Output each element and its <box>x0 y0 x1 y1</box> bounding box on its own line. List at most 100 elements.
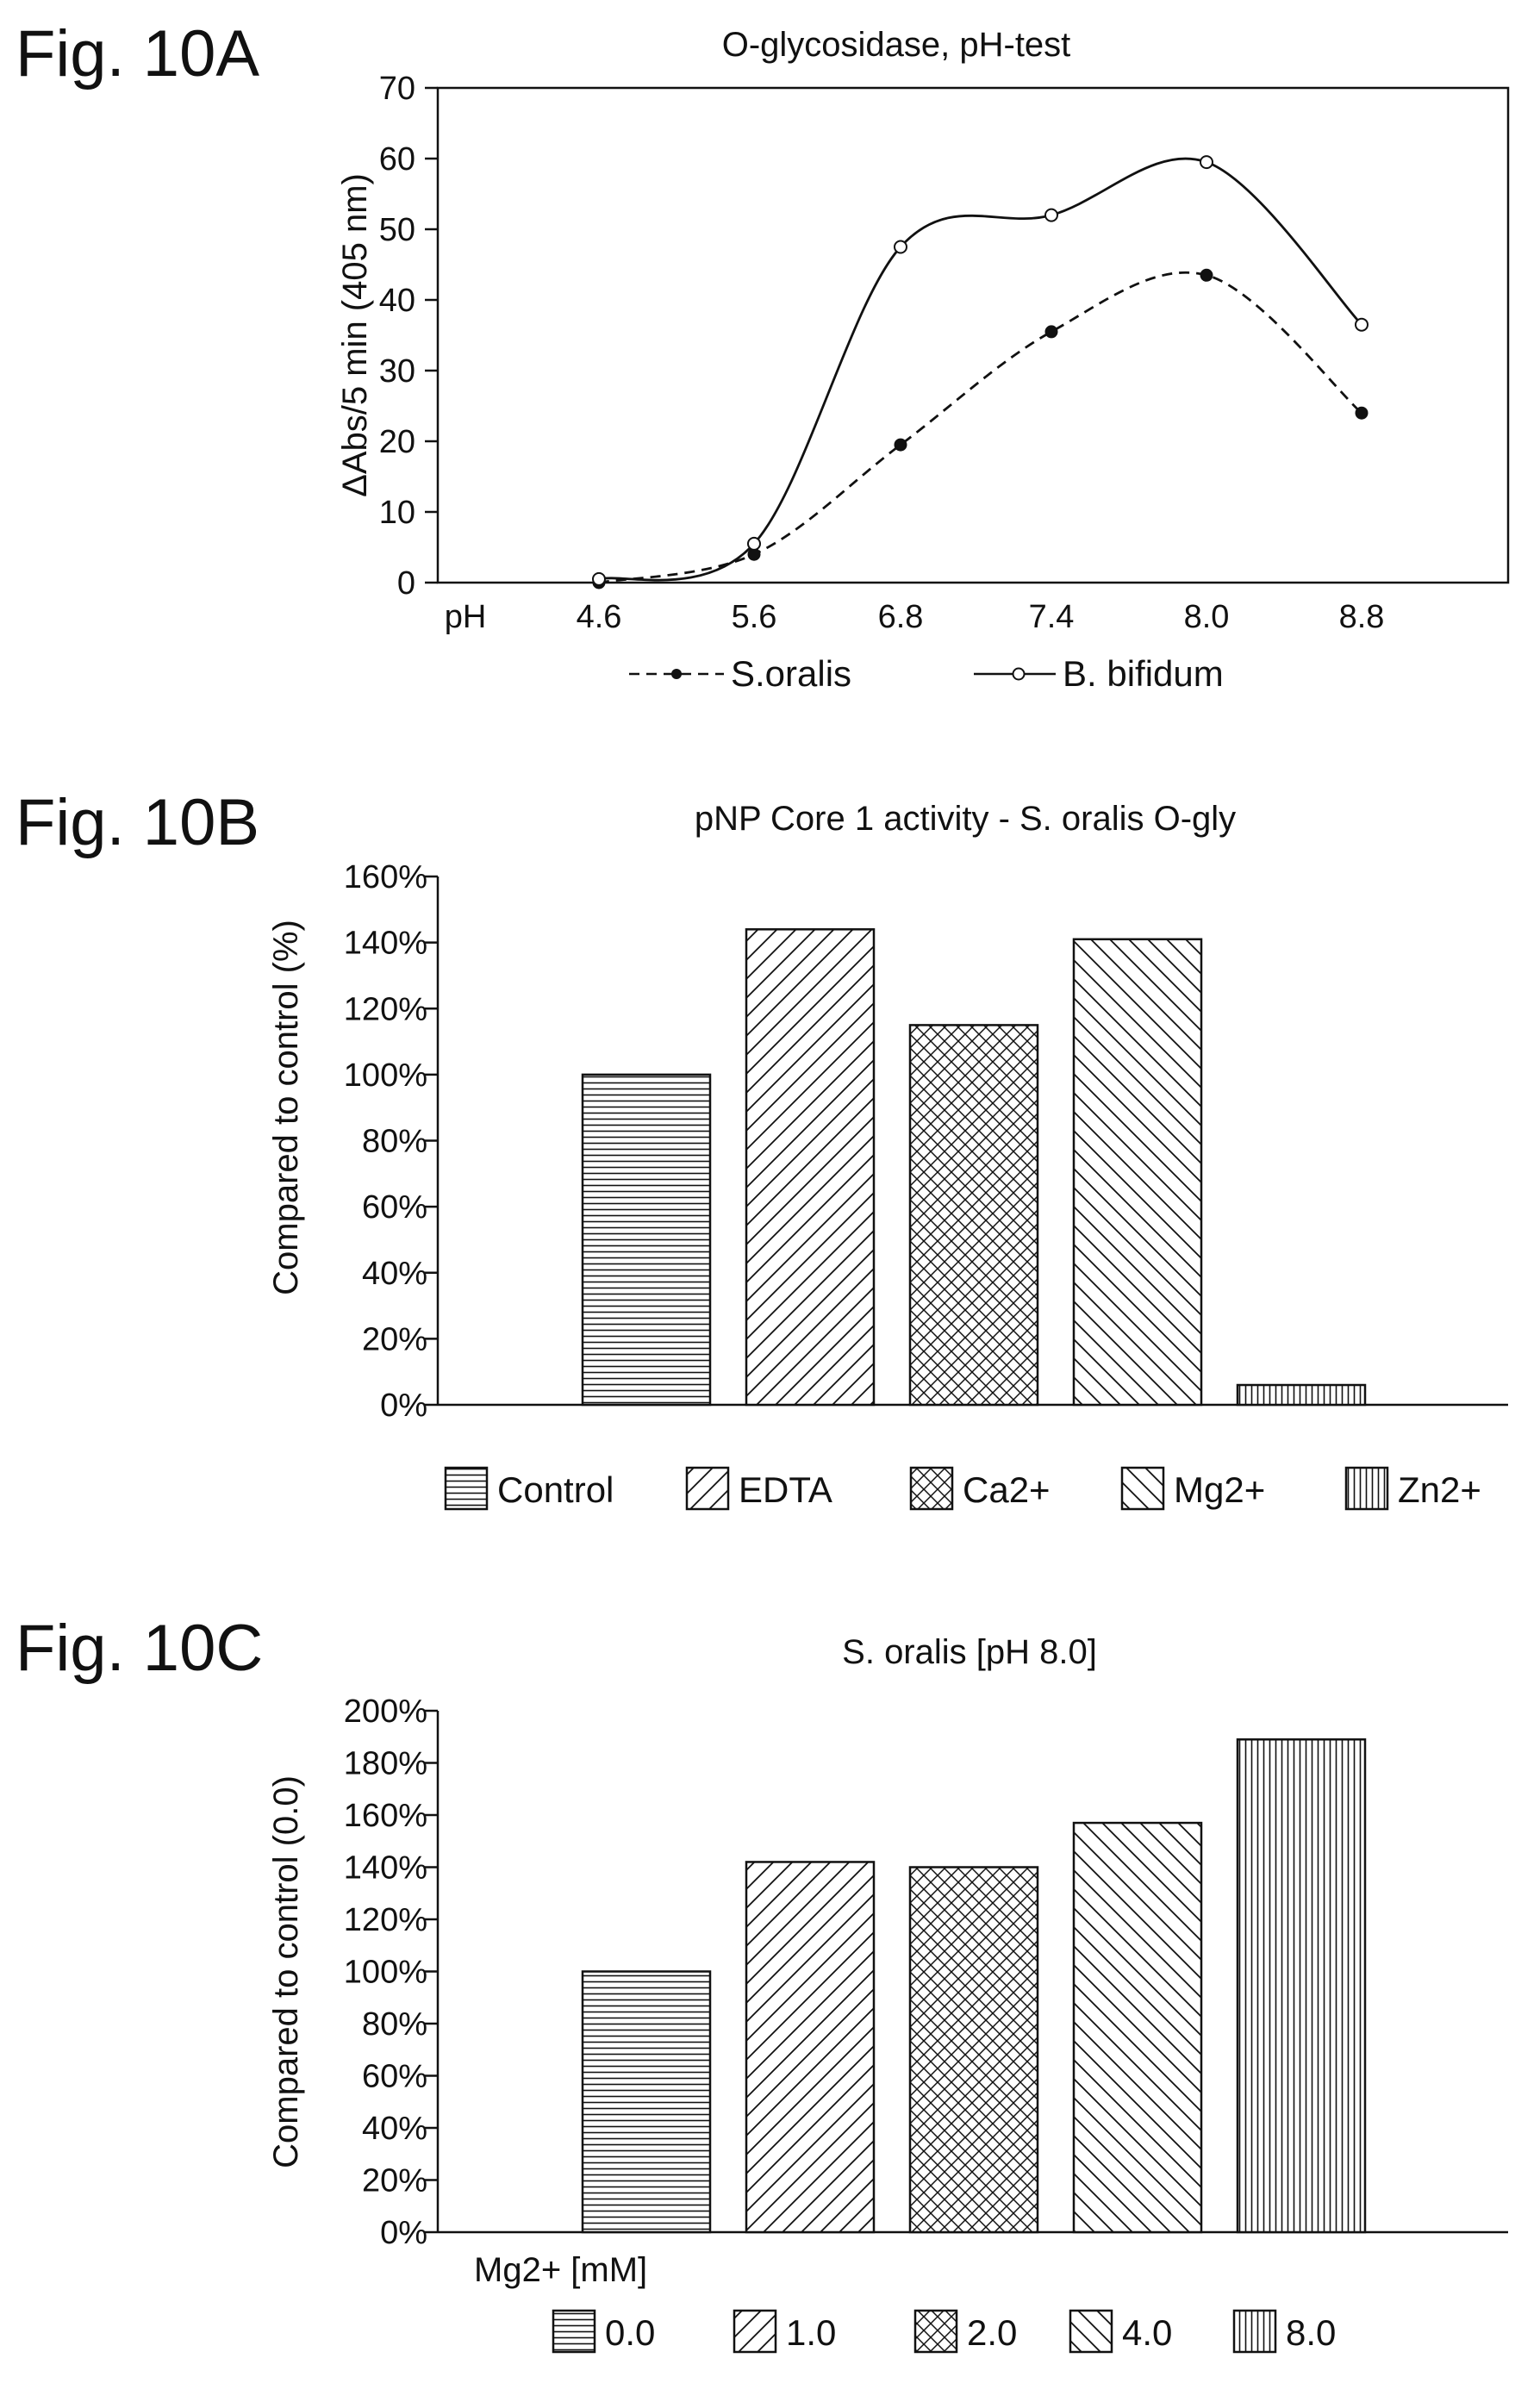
y-tick-label: 100% <box>344 1057 427 1094</box>
x-tick-label: 8.8 <box>1339 599 1385 635</box>
legend-label-Ca2+: Ca2+ <box>963 1469 1051 1510</box>
bar-2.0 <box>908 1866 1039 2234</box>
y-tick-label: 10 <box>379 495 415 531</box>
y-axis-label-10c: Compared to control (0.0) <box>267 1775 305 2168</box>
bar-Zn2+ <box>1236 1383 1367 1407</box>
x-tick-label: 5.6 <box>732 599 777 635</box>
fig-10b: Fig. 10B pNP Core 1 activity - S. oralis… <box>16 786 1508 1511</box>
legend-10a: S.oralis B. bifidum <box>629 653 1224 694</box>
data-point-s-oralis <box>1200 268 1213 282</box>
legend-label-b-bifidum: B. bifidum <box>1063 653 1224 694</box>
legend-label-0.0: 0.0 <box>605 2312 655 2353</box>
bar-4.0 <box>1072 1821 1203 2234</box>
bar-0.0 <box>581 1970 712 2234</box>
fig-label-10a: Fig. 10A <box>16 17 259 90</box>
y-tick-label: 40 <box>379 283 415 319</box>
plot-frame-10a <box>436 86 1510 584</box>
y-tick-label: 0% <box>380 2215 427 2251</box>
y-tick-label: 20% <box>362 2163 427 2199</box>
y-tick-label: 140% <box>344 1850 427 1887</box>
legend-label-4.0: 4.0 <box>1122 2312 1172 2353</box>
y-tick-label: 60% <box>362 2059 427 2095</box>
y-tick-label: 60% <box>362 1189 427 1226</box>
y-tick-label: 70 <box>379 71 415 107</box>
y-tick-label: 160% <box>344 859 427 895</box>
series-line-b-bifidum <box>598 157 1363 582</box>
legend-label-2.0: 2.0 <box>967 2312 1017 2353</box>
y-tick-label: 40% <box>362 1256 427 1292</box>
legend-swatch-0.0 <box>552 2309 596 2354</box>
fig-label-10c: Fig. 10C <box>16 1612 263 1685</box>
x-tick-label: 8.0 <box>1184 599 1230 635</box>
bar-Ca2+ <box>908 1024 1039 1407</box>
y-tick-label: 60 <box>379 141 415 178</box>
data-point-b-bifidum <box>1200 155 1213 170</box>
series-points-10a <box>592 155 1369 590</box>
y-tick-label: 180% <box>344 1746 427 1782</box>
legend-label-s-oralis: S.oralis <box>731 653 851 694</box>
legend-swatch-Mg2+ <box>1120 1466 1165 1511</box>
bars-10c <box>581 1738 1367 2234</box>
bar-8.0 <box>1236 1738 1367 2234</box>
y-tick-label: 40% <box>362 2111 427 2147</box>
data-point-b-bifidum <box>1044 208 1058 222</box>
y-tick-label: 20 <box>379 424 415 460</box>
legend-label-EDTA: EDTA <box>739 1469 832 1510</box>
data-point-b-bifidum <box>747 536 761 551</box>
chart-title-10a: O-glycosidase, pH-test <box>722 26 1071 64</box>
legend-marker-s-oralis <box>671 669 682 679</box>
bar-1.0 <box>745 1861 876 2234</box>
y-ticks-10b: 0% 20% 40% 60% 80% 100% 120% 140% 160% <box>344 859 438 1424</box>
legend-swatch-Zn2+ <box>1344 1466 1389 1511</box>
bar-EDTA <box>745 928 876 1407</box>
data-point-b-bifidum <box>894 240 907 254</box>
data-point-s-oralis <box>1355 406 1369 420</box>
legend-swatch-2.0 <box>913 2309 958 2354</box>
fig-10a: Fig. 10A O-glycosidase, pH-test ΔAbs/5 m… <box>16 17 1510 694</box>
legend-swatch-EDTA <box>685 1466 730 1511</box>
y-axis-label-10a: ΔAbs/5 min (405 nm) <box>336 173 374 497</box>
legend-10c: 0.0 1.0 2.0 4.0 8.0 <box>552 2309 1336 2354</box>
bars-10b <box>581 928 1367 1407</box>
x-tick-label: 4.6 <box>577 599 622 635</box>
x-ticks-10a: 4.6 5.6 6.8 7.4 8.0 8.8 <box>577 599 1385 635</box>
legend-label-8.0: 8.0 <box>1286 2312 1336 2353</box>
legend-label-1.0: 1.0 <box>786 2312 836 2353</box>
data-point-b-bifidum <box>592 571 606 586</box>
y-tick-label: 50 <box>379 212 415 248</box>
legend-label-Zn2+: Zn2+ <box>1398 1469 1481 1510</box>
series-lines-10a <box>598 157 1363 584</box>
y-ticks-10a: 0 10 20 30 40 50 60 70 <box>379 71 438 602</box>
y-tick-label: 100% <box>344 1955 427 1991</box>
legend-swatch-1.0 <box>733 2309 777 2354</box>
y-tick-label: 160% <box>344 1798 427 1834</box>
series-line-s-oralis <box>598 271 1362 584</box>
y-tick-label: 30 <box>379 353 415 390</box>
data-point-s-oralis <box>894 438 907 452</box>
x-axis-name-10a: pH <box>445 599 487 635</box>
data-point-s-oralis <box>1044 325 1058 339</box>
y-tick-label: 0% <box>380 1388 427 1424</box>
legend-swatch-Ca2+ <box>909 1466 954 1511</box>
y-tick-label: 120% <box>344 1902 427 1938</box>
x-tick-label: 6.8 <box>878 599 924 635</box>
x-axis-label-10c: Mg2+ [mM] <box>474 2251 647 2289</box>
legend-label-Control: Control <box>497 1469 614 1510</box>
legend-marker-b-bifidum <box>1012 667 1026 681</box>
legend-swatch-4.0 <box>1069 2309 1113 2354</box>
y-ticks-10c: 0% 20% 40% 60% 80% 100% 120% 140% 160% 180% 200% <box>344 1694 438 2251</box>
legend-label-Mg2+: Mg2+ <box>1174 1469 1265 1510</box>
legend-swatch-Control <box>444 1466 489 1511</box>
fig-10c: Fig. 10C S. oralis [pH 8.0] Compared to … <box>16 1612 1508 2354</box>
legend-swatch-8.0 <box>1232 2309 1277 2354</box>
chart-title-10b: pNP Core 1 activity - S. oralis O-gly <box>695 800 1236 838</box>
y-tick-label: 20% <box>362 1321 427 1357</box>
fig-label-10b: Fig. 10B <box>16 786 259 859</box>
data-point-b-bifidum <box>1355 317 1369 332</box>
y-tick-label: 0 <box>397 565 415 602</box>
y-tick-label: 120% <box>344 991 427 1027</box>
y-tick-label: 80% <box>362 2006 427 2043</box>
x-tick-label: 7.4 <box>1029 599 1075 635</box>
y-tick-label: 200% <box>344 1694 427 1730</box>
